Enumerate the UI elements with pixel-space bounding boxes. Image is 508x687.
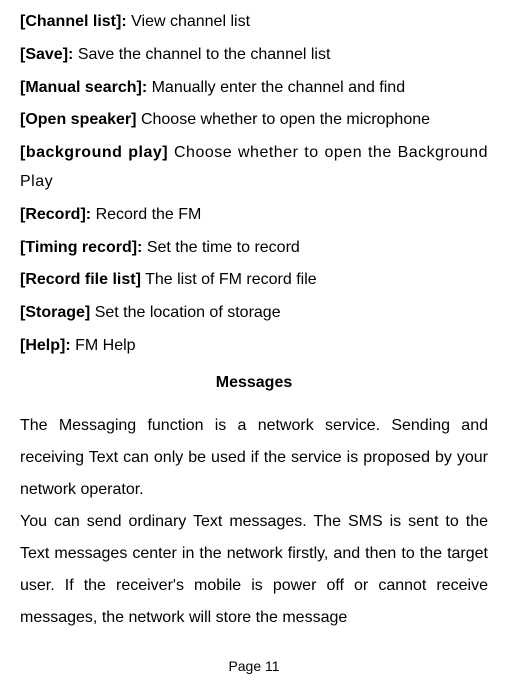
label-record: [Record]: xyxy=(20,206,91,223)
label-background-play: [background play] xyxy=(20,144,168,161)
desc-channel-list: View channel list xyxy=(131,13,250,30)
desc-record: Record the FM xyxy=(96,206,202,223)
desc-manual-search: Manually enter the channel and find xyxy=(152,79,406,96)
label-open-speaker: [Open speaker] xyxy=(20,111,136,128)
label-help: [Help]: xyxy=(20,337,71,354)
desc-storage: Set the location of storage xyxy=(95,304,281,321)
entry-record-file-list: [Record file list] The list of FM record… xyxy=(20,266,488,295)
page-number: Page 11 xyxy=(0,654,508,679)
document-content: [Channel list]: View channel list [Save]… xyxy=(20,8,488,634)
entry-record: [Record]: Record the FM xyxy=(20,201,488,230)
label-channel-list: [Channel list]: xyxy=(20,13,127,30)
entry-save: [Save]: Save the channel to the channel … xyxy=(20,41,488,70)
desc-open-speaker: Choose whether to open the microphone xyxy=(141,111,430,128)
paragraph-1: The Messaging function is a network serv… xyxy=(20,410,488,506)
label-storage: [Storage] xyxy=(20,304,90,321)
label-manual-search: [Manual search]: xyxy=(20,79,147,96)
label-save: [Save]: xyxy=(20,46,73,63)
entry-open-speaker: [Open speaker] Choose whether to open th… xyxy=(20,106,488,135)
entry-help: [Help]: FM Help xyxy=(20,332,488,361)
entry-timing-record: [Timing record]: Set the time to record xyxy=(20,234,488,263)
label-timing-record: [Timing record]: xyxy=(20,239,142,256)
desc-save: Save the channel to the channel list xyxy=(78,46,331,63)
paragraph-2: You can send ordinary Text messages. The… xyxy=(20,506,488,634)
entry-channel-list: [Channel list]: View channel list xyxy=(20,8,488,37)
desc-timing-record: Set the time to record xyxy=(147,239,300,256)
entry-manual-search: [Manual search]: Manually enter the chan… xyxy=(20,74,488,103)
desc-record-file-list: The list of FM record file xyxy=(145,271,317,288)
entry-background-play: [background play] Choose whether to open… xyxy=(20,139,488,197)
section-heading-messages: Messages xyxy=(20,369,488,398)
label-record-file-list: [Record file list] xyxy=(20,271,141,288)
desc-help: FM Help xyxy=(75,337,135,354)
entry-storage: [Storage] Set the location of storage xyxy=(20,299,488,328)
